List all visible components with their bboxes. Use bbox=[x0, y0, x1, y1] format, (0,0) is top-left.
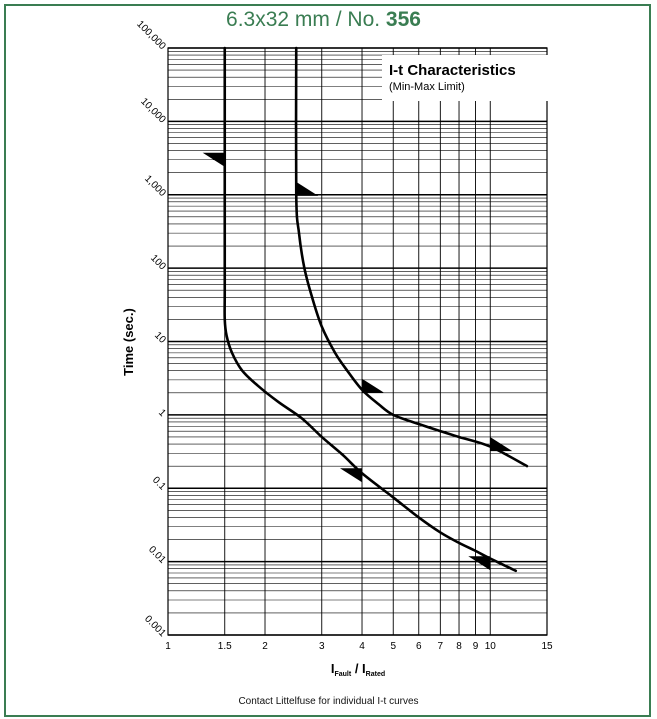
legend-box bbox=[382, 55, 552, 101]
curve-marker-triangle bbox=[362, 378, 384, 393]
x-label-sub-fault: Fault bbox=[334, 671, 351, 678]
y-tick-label: 1,000 bbox=[142, 173, 168, 199]
y-tick-label: 0.001 bbox=[142, 614, 168, 640]
y-tick-label: 1 bbox=[156, 407, 168, 419]
x-tick-label: 2 bbox=[262, 641, 268, 652]
y-tick-label: 10,000 bbox=[138, 96, 168, 126]
x-tick-label: 10 bbox=[485, 641, 497, 652]
curve-marker-triangle bbox=[490, 437, 513, 452]
curve-marker-triangle bbox=[468, 556, 491, 571]
x-tick-label: 3 bbox=[319, 641, 325, 652]
x-axis-label: IFault / IRated bbox=[331, 661, 385, 678]
x-label-main: I bbox=[331, 661, 335, 676]
curve-marker-triangle bbox=[202, 152, 225, 167]
y-tick-labels: 0.001 0.01 0.1 1 10 100 1,000 10,000 100,000 bbox=[134, 19, 168, 640]
y-tick-label: 100 bbox=[148, 253, 168, 273]
x-label-separator: / I bbox=[351, 661, 365, 676]
series-max-limit-curve bbox=[294, 46, 529, 468]
page-title: 6.3x32 mm / No. 356 bbox=[0, 8, 647, 32]
y-tick-label: 0.1 bbox=[150, 475, 168, 493]
plot-border bbox=[167, 47, 548, 636]
y-axis-label: Time (sec.) bbox=[121, 308, 136, 376]
x-tick-label: 15 bbox=[541, 641, 553, 652]
title-prefix: 6.3x32 mm / No. bbox=[226, 8, 386, 31]
title-number: 356 bbox=[385, 8, 421, 31]
x-tick-label: 8 bbox=[456, 641, 462, 652]
y-tick-label: 10 bbox=[152, 330, 168, 346]
x-tick-label: 4 bbox=[359, 641, 365, 652]
x-tick-label: 1.5 bbox=[218, 641, 232, 652]
x-tick-label: 6 bbox=[416, 641, 422, 652]
y-tick-label: 0.01 bbox=[146, 544, 168, 566]
chart-title: I-t Characteristics bbox=[389, 62, 516, 79]
x-label-sub-rated: Rated bbox=[366, 671, 385, 678]
chart-frame bbox=[4, 4, 651, 717]
series-min-limit-curve bbox=[223, 46, 518, 573]
curve-marker-triangle bbox=[296, 181, 319, 196]
x-tick-label: 5 bbox=[390, 641, 396, 652]
x-tick-label: 9 bbox=[473, 641, 479, 652]
curve-marker-triangle bbox=[340, 468, 362, 483]
x-tick-labels: 1 1.5 2 3 4 5 6 7 8 9 10 15 bbox=[165, 641, 553, 652]
y-tick-label: 100,000 bbox=[134, 19, 168, 53]
x-tick-label: 1 bbox=[165, 641, 171, 652]
series-layer bbox=[223, 46, 529, 573]
marker-layer bbox=[202, 152, 513, 571]
x-tick-label: 7 bbox=[438, 641, 444, 652]
footer-note: Contact Littelfuse for individual I-t cu… bbox=[238, 696, 419, 707]
chart-subtitle: (Min-Max Limit) bbox=[389, 81, 465, 93]
